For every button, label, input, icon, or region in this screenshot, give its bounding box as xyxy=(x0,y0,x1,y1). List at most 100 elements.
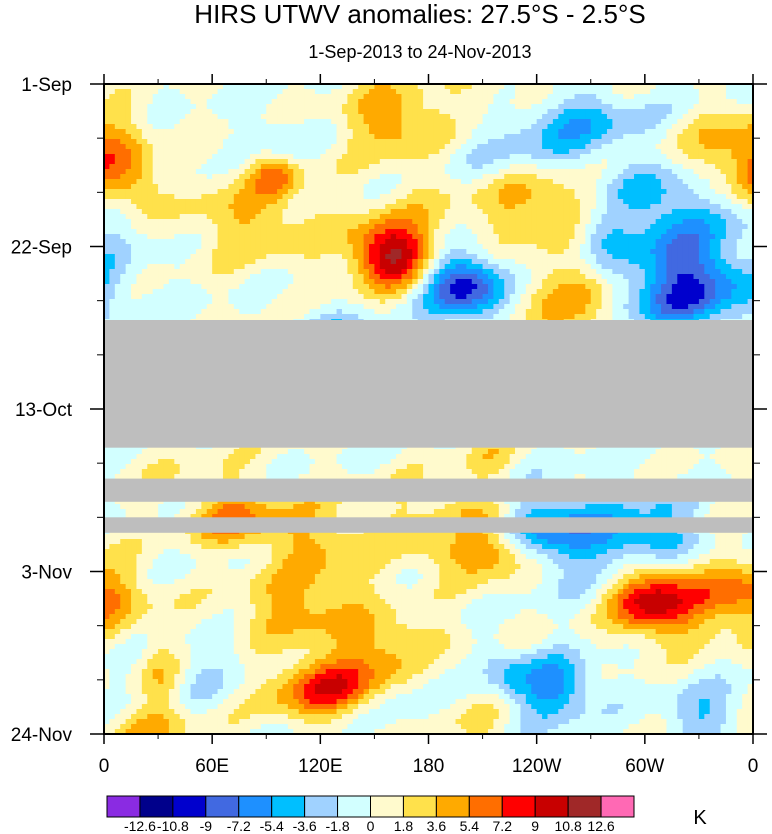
field-cell xyxy=(347,114,354,120)
field-cell xyxy=(423,254,430,260)
field-cell xyxy=(671,224,678,230)
field-cell xyxy=(612,199,619,205)
field-cell xyxy=(623,219,630,225)
field-cell xyxy=(125,269,132,275)
field-cell xyxy=(515,194,522,200)
field-cell xyxy=(212,214,219,220)
field-cell xyxy=(585,269,592,275)
field-cell xyxy=(152,219,159,225)
field-cell xyxy=(531,134,538,140)
field-cell xyxy=(460,239,467,245)
field-cell xyxy=(379,189,386,195)
field-cell xyxy=(412,284,419,290)
field-cell xyxy=(233,239,240,245)
field-cell xyxy=(217,194,224,200)
field-cell xyxy=(623,99,630,105)
field-cell xyxy=(244,114,251,120)
field-cell xyxy=(212,154,219,160)
field-cell xyxy=(698,169,705,175)
field-cell xyxy=(639,144,646,150)
field-cell xyxy=(212,224,219,230)
field-cell xyxy=(347,119,354,125)
field-cell xyxy=(536,254,543,260)
field-cell xyxy=(704,139,711,145)
field-cell xyxy=(715,249,722,255)
field-cell xyxy=(114,144,121,150)
field-cell xyxy=(677,239,684,245)
field-cell xyxy=(536,199,543,205)
field-cell xyxy=(525,259,532,265)
field-cell xyxy=(612,189,619,195)
field-cell xyxy=(244,244,251,250)
field-cell xyxy=(331,154,338,160)
field-cell xyxy=(444,124,451,130)
field-cell xyxy=(379,174,386,180)
field-cell xyxy=(493,184,500,190)
field-cell xyxy=(104,139,111,145)
field-cell xyxy=(260,199,267,205)
field-cell xyxy=(715,139,722,145)
field-cell xyxy=(509,229,516,235)
field-cell xyxy=(406,169,413,175)
field-cell xyxy=(579,214,586,220)
field-cell xyxy=(547,124,554,130)
field-cell xyxy=(552,119,559,125)
field-cell xyxy=(341,119,348,125)
field-cell xyxy=(693,99,700,105)
field-cell xyxy=(450,254,457,260)
field-cell xyxy=(363,264,370,270)
field-cell xyxy=(471,129,478,135)
field-cell xyxy=(341,164,348,170)
field-cell xyxy=(185,119,192,125)
field-cell xyxy=(466,209,473,215)
field-cell xyxy=(536,104,543,110)
field-cell xyxy=(363,219,370,225)
field-cell xyxy=(720,284,727,290)
field-cell xyxy=(601,159,608,165)
field-cell xyxy=(114,179,121,185)
field-cell xyxy=(390,99,397,105)
field-cell xyxy=(650,109,657,115)
field-cell xyxy=(260,139,267,145)
field-cell xyxy=(255,159,262,165)
field-cell xyxy=(471,84,478,90)
field-cell xyxy=(509,199,516,205)
field-cell xyxy=(347,244,354,250)
field-cell xyxy=(487,154,494,160)
field-cell xyxy=(271,164,278,170)
field-cell xyxy=(671,179,678,185)
field-cell xyxy=(439,84,446,90)
field-cell xyxy=(504,119,511,125)
field-cell xyxy=(325,174,332,180)
field-cell xyxy=(682,264,689,270)
field-cell xyxy=(185,259,192,265)
field-cell xyxy=(536,219,543,225)
field-cell xyxy=(417,159,424,165)
field-cell xyxy=(293,84,300,90)
field-cell xyxy=(190,199,197,205)
field-cell xyxy=(471,154,478,160)
field-cell xyxy=(460,114,467,120)
field-cell xyxy=(206,179,213,185)
field-cell xyxy=(596,239,603,245)
field-cell xyxy=(579,149,586,155)
field-cell xyxy=(704,134,711,140)
field-cell xyxy=(390,89,397,95)
field-cell xyxy=(314,159,321,165)
field-cell xyxy=(325,179,332,185)
field-cell xyxy=(655,239,662,245)
field-cell xyxy=(531,219,538,225)
field-cell xyxy=(363,249,370,255)
field-cell xyxy=(677,154,684,160)
field-cell xyxy=(655,269,662,275)
field-cell xyxy=(347,264,354,270)
field-cell xyxy=(720,124,727,130)
field-cell xyxy=(358,124,365,130)
field-cell xyxy=(304,144,311,150)
field-cell xyxy=(369,99,376,105)
field-cell xyxy=(298,249,305,255)
field-cell xyxy=(574,224,581,230)
field-cell xyxy=(444,229,451,235)
field-cell xyxy=(596,199,603,205)
field-cell xyxy=(287,234,294,240)
